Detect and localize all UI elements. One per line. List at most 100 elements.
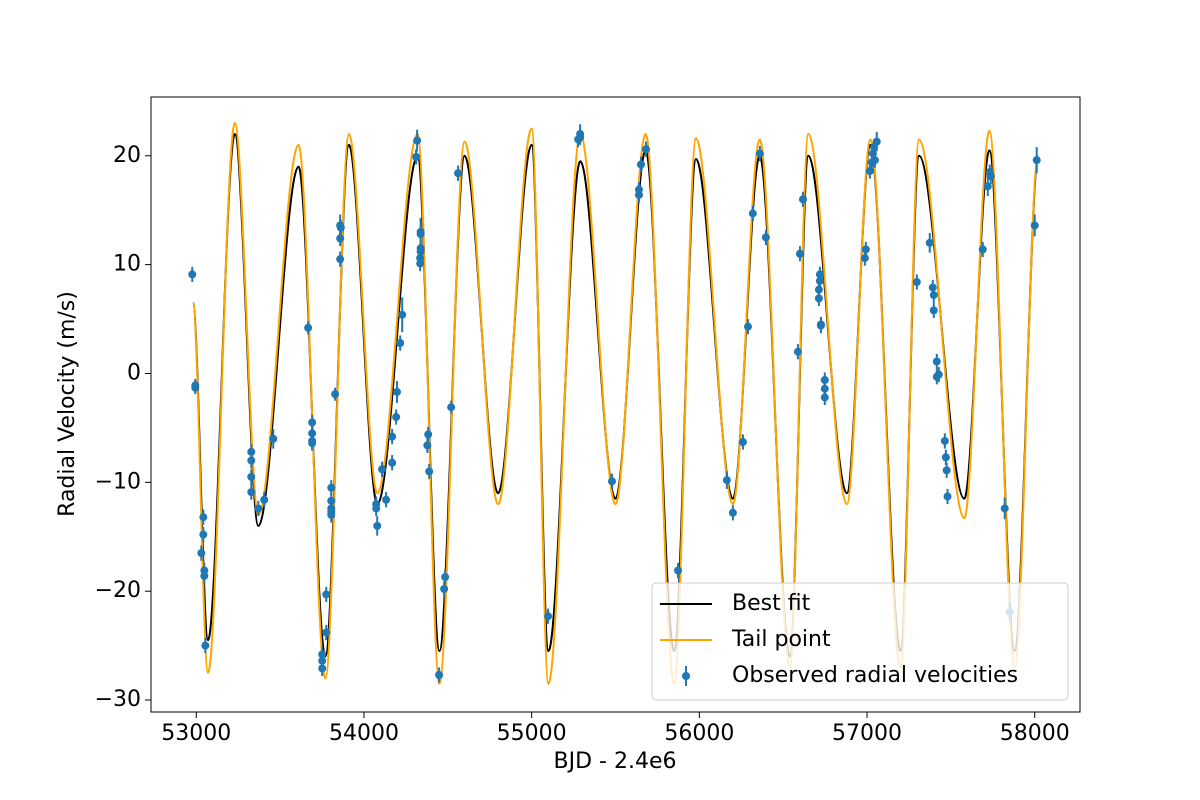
- data-point: [336, 223, 345, 232]
- data-point: [454, 169, 463, 178]
- x-tick-label: 53000: [161, 721, 231, 746]
- data-point: [247, 456, 256, 465]
- data-point: [331, 390, 340, 399]
- plot-area: [188, 122, 1041, 685]
- y-tick-label: −20: [95, 578, 141, 603]
- data-point: [932, 357, 941, 366]
- data-point: [260, 495, 269, 504]
- data-point: [928, 283, 937, 292]
- data-point: [200, 571, 209, 580]
- y-tick-label: −10: [95, 469, 141, 494]
- data-point: [247, 447, 256, 456]
- x-tick-label: 54000: [329, 721, 399, 746]
- data-point: [254, 504, 263, 513]
- data-point: [413, 136, 422, 145]
- y-tick-label: −30: [95, 687, 141, 712]
- data-point: [199, 513, 208, 522]
- data-point: [761, 233, 770, 242]
- data-point: [743, 322, 752, 331]
- data-point: [191, 383, 200, 392]
- data-point: [925, 238, 934, 247]
- data-point: [674, 566, 683, 575]
- legend-label: Best fit: [732, 591, 811, 616]
- data-point: [544, 612, 553, 621]
- data-point: [188, 270, 197, 279]
- data-point: [336, 255, 345, 264]
- data-point: [912, 278, 921, 287]
- data-point: [748, 209, 757, 218]
- data-point: [425, 467, 434, 476]
- y-tick-label: 10: [113, 252, 141, 277]
- data-point: [816, 321, 825, 330]
- data-point: [929, 291, 938, 300]
- data-point: [798, 195, 807, 204]
- data-point: [308, 439, 317, 448]
- data-point: [815, 270, 824, 279]
- x-axis-label: BJD - 2.4e6: [554, 749, 677, 774]
- data-point: [636, 160, 645, 169]
- data-point: [388, 458, 397, 467]
- data-point: [820, 376, 829, 385]
- data-point: [398, 310, 407, 319]
- y-axis-label: Radial Velocity (m/s): [55, 291, 80, 517]
- data-point: [929, 306, 938, 315]
- data-point: [738, 438, 747, 447]
- data-point: [793, 347, 802, 356]
- data-point: [728, 508, 737, 517]
- data-point: [634, 185, 643, 194]
- data-point: [983, 182, 992, 191]
- legend: Best fit Tail point Observed radial veloci…: [651, 582, 1069, 701]
- data-point: [247, 472, 256, 481]
- data-point: [318, 664, 327, 673]
- data-point: [940, 436, 949, 445]
- data-point: [416, 227, 425, 236]
- data-point: [201, 641, 210, 650]
- data-point: [373, 521, 382, 530]
- data-point: [388, 432, 397, 441]
- data-point: [424, 430, 433, 439]
- data-point: [382, 495, 391, 504]
- data-point: [197, 549, 206, 558]
- data-point: [986, 172, 995, 181]
- legend-swatch: [682, 672, 690, 680]
- data-point: [814, 294, 823, 303]
- data-point: [1032, 156, 1041, 165]
- data-point: [423, 441, 432, 450]
- data-point: [322, 628, 331, 637]
- x-tick-label: 57000: [832, 721, 902, 746]
- data-point: [416, 244, 425, 253]
- x-tick-label: 55000: [497, 721, 567, 746]
- data-point: [308, 418, 317, 427]
- data-point: [304, 323, 313, 332]
- data-point: [942, 466, 951, 475]
- data-point: [440, 585, 449, 593]
- data-point: [943, 492, 952, 501]
- data-point: [378, 465, 387, 474]
- data-point: [199, 530, 208, 539]
- data-point: [247, 488, 256, 497]
- x-tick-label: 58000: [1000, 721, 1070, 746]
- data-point: [393, 387, 402, 396]
- data-point: [755, 149, 764, 158]
- data-point: [412, 152, 421, 161]
- legend-label: Observed radial velocities: [732, 663, 1018, 688]
- data-point: [722, 476, 731, 485]
- y-tick-label: 20: [113, 143, 141, 168]
- data-point: [322, 590, 331, 599]
- data-point: [392, 413, 401, 422]
- fit-curve: [191, 133, 1040, 658]
- data-point: [934, 370, 943, 379]
- data-point: [1000, 504, 1009, 513]
- data-point: [435, 670, 444, 679]
- data-point: [372, 504, 381, 513]
- data-point: [820, 384, 829, 393]
- data-point: [607, 477, 616, 486]
- data-point: [978, 245, 987, 254]
- data-point: [269, 434, 278, 443]
- data-point: [820, 393, 829, 402]
- legend-box: [651, 582, 1069, 701]
- data-point: [860, 254, 869, 263]
- legend-label: Tail point: [731, 627, 831, 652]
